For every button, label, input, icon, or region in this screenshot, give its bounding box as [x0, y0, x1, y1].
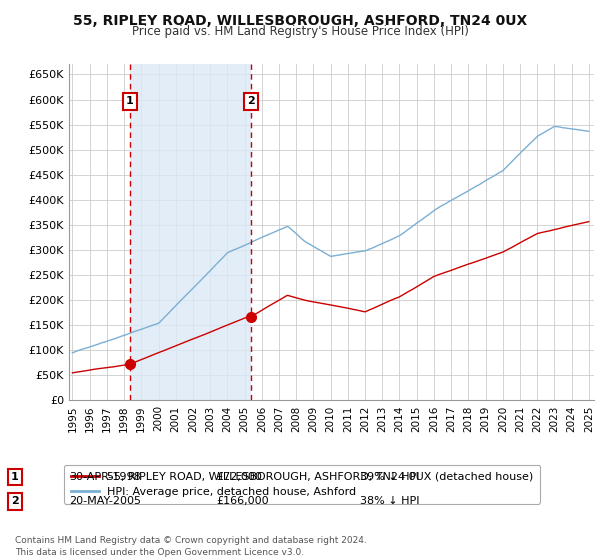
Text: 20-MAY-2005: 20-MAY-2005	[69, 496, 141, 506]
Text: £166,000: £166,000	[216, 496, 269, 506]
Text: 1: 1	[126, 96, 134, 106]
Text: 2: 2	[247, 96, 255, 106]
Legend: 55, RIPLEY ROAD, WILLESBOROUGH, ASHFORD, TN24 0UX (detached house), HPI: Average: 55, RIPLEY ROAD, WILLESBOROUGH, ASHFORD,…	[64, 465, 541, 503]
Text: 2: 2	[11, 496, 19, 506]
Text: 1: 1	[11, 472, 19, 482]
Text: Contains HM Land Registry data © Crown copyright and database right 2024.
This d: Contains HM Land Registry data © Crown c…	[15, 536, 367, 557]
Text: 30-APR-1998: 30-APR-1998	[69, 472, 141, 482]
Text: Price paid vs. HM Land Registry's House Price Index (HPI): Price paid vs. HM Land Registry's House …	[131, 25, 469, 38]
Text: 39% ↓ HPI: 39% ↓ HPI	[360, 472, 419, 482]
Text: £72,000: £72,000	[216, 472, 262, 482]
Text: 55, RIPLEY ROAD, WILLESBOROUGH, ASHFORD, TN24 0UX: 55, RIPLEY ROAD, WILLESBOROUGH, ASHFORD,…	[73, 14, 527, 28]
Bar	[130, 64, 251, 400]
Text: 38% ↓ HPI: 38% ↓ HPI	[360, 496, 419, 506]
